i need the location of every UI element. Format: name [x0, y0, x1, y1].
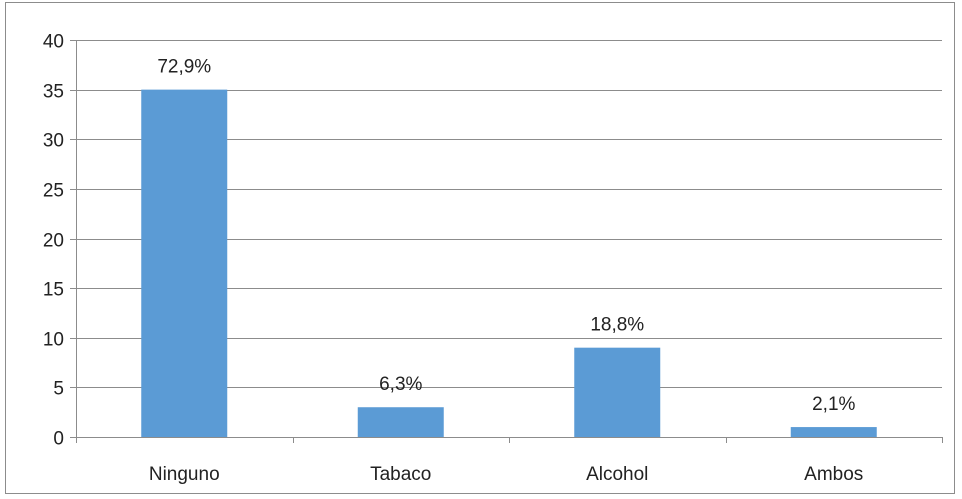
labels: 0 5 10 15 20 25 30 35 40 72,9% Ninguno 6,3% Tabaco 18…	[43, 32, 863, 486]
y-tick-label: 20	[43, 231, 64, 252]
data-label: 6,3%	[379, 374, 422, 395]
data-label: 2,1%	[812, 394, 855, 415]
y-tick-label: 40	[43, 32, 64, 53]
y-tick-label: 10	[43, 330, 64, 351]
bar-ninguno	[141, 89, 228, 437]
x-tick-label: Ninguno	[149, 464, 220, 485]
y-tick-label: 0	[53, 429, 64, 450]
y-tick-label: 15	[43, 280, 64, 301]
bars	[141, 89, 877, 437]
x-tick-label: Tabaco	[370, 464, 431, 485]
x-tick-label: Alcohol	[586, 464, 648, 485]
bar-alcohol	[574, 347, 661, 437]
data-label: 72,9%	[157, 57, 211, 78]
bar-tabaco	[357, 407, 444, 437]
axes	[70, 40, 943, 443]
data-label: 18,8%	[590, 315, 644, 336]
x-tick-label: Ambos	[804, 464, 863, 485]
y-tick-label: 35	[43, 82, 64, 103]
y-tick-label: 5	[53, 379, 64, 400]
y-tick-label: 25	[43, 181, 64, 202]
y-tick-label: 30	[43, 131, 64, 152]
bar-ambos	[790, 427, 877, 437]
